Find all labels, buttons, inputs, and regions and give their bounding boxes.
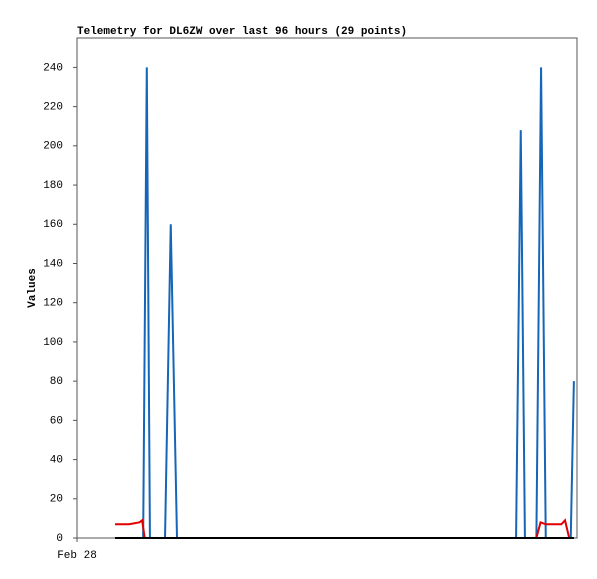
y-tick-label: 20 [50,494,63,506]
y-tick-label: 140 [43,258,63,270]
y-tick-label: 120 [43,298,63,310]
series-line [115,67,575,539]
y-tick-label: 180 [43,180,63,192]
y-tick-label: 60 [50,415,63,427]
y-tick-label: 240 [43,62,63,74]
y-tick-label: 100 [43,337,63,349]
chart-title: Telemetry for DL6ZW over last 96 hours (… [77,26,407,38]
plot-frame [76,37,578,539]
y-tick-label: 40 [50,454,63,466]
y-tick-label: 80 [50,376,63,388]
y-axis-label: Values [27,268,39,308]
series-line [115,518,574,539]
y-tick-label: 0 [56,533,63,545]
x-tick-label: Feb 28 [57,550,97,562]
y-tick-label: 160 [43,219,63,231]
y-tick-label: 200 [43,141,63,153]
y-tick-label: 220 [43,102,63,114]
